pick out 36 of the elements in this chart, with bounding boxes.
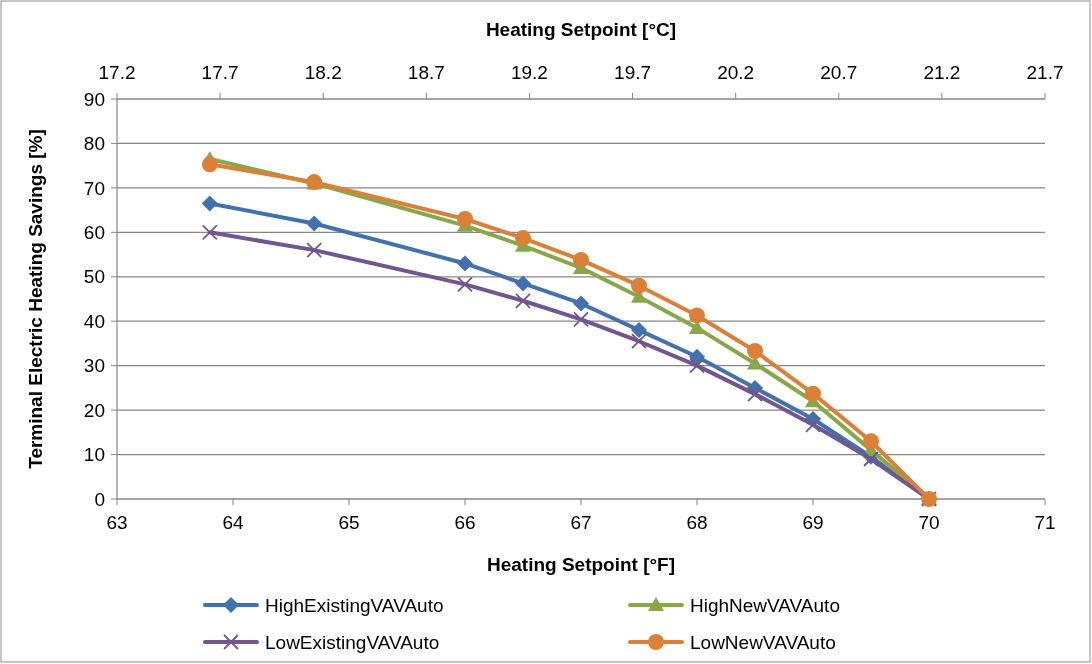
- y-axis-title: Terminal Electric Heating Savings [%]: [25, 129, 46, 469]
- x-tick-label: 70: [918, 512, 940, 533]
- y-tick-label: 20: [83, 399, 105, 421]
- x-tick-label: 69: [802, 512, 824, 533]
- y-tick-label: 10: [83, 444, 105, 466]
- y-tick-label: 90: [83, 88, 105, 110]
- x2-tick-label: 19.2: [510, 61, 548, 83]
- x2-tick-label: 18.2: [304, 61, 342, 83]
- x-tick-label: 71: [1034, 512, 1056, 533]
- x-axis-title: Heating Setpoint [°F]: [486, 554, 676, 575]
- legend-label: LowExistingVAVAuto: [265, 631, 440, 653]
- y-tick-label: 30: [83, 355, 105, 377]
- x2-tick-label: 18.7: [407, 61, 445, 83]
- x-tick-label: 66: [454, 512, 476, 533]
- x-tick-label: 67: [570, 512, 592, 533]
- y-tick-label: 0: [94, 488, 105, 510]
- x2-axis-title: Heating Setpoint [°C]: [485, 19, 677, 40]
- x-tick-label: 64: [222, 512, 244, 533]
- x2-tick-label: 21.2: [923, 61, 961, 83]
- x2-tick-label: 20.2: [717, 61, 755, 83]
- x-tick-label: 63: [106, 512, 128, 533]
- x2-tick-label: 21.7: [1026, 61, 1064, 83]
- legend-label: HighExistingVAVAuto: [265, 594, 444, 616]
- x2-tick-label: 17.7: [201, 61, 239, 83]
- y-tick-label: 60: [83, 221, 105, 243]
- legend-label: HighNewVAVAuto: [690, 594, 840, 616]
- y-tick-label: 80: [83, 133, 105, 155]
- x2-tick-label: 20.7: [820, 61, 858, 83]
- x2-tick-label: 17.2: [98, 61, 136, 83]
- y-tick-label: 40: [83, 310, 105, 332]
- y-tick-label: 70: [83, 177, 105, 199]
- x-tick-label: 68: [686, 512, 708, 533]
- x2-tick-label: 19.7: [614, 61, 652, 83]
- y-tick-label: 50: [83, 266, 105, 288]
- x-tick-label: 65: [338, 512, 360, 533]
- legend-label: LowNewVAVAuto: [690, 631, 836, 653]
